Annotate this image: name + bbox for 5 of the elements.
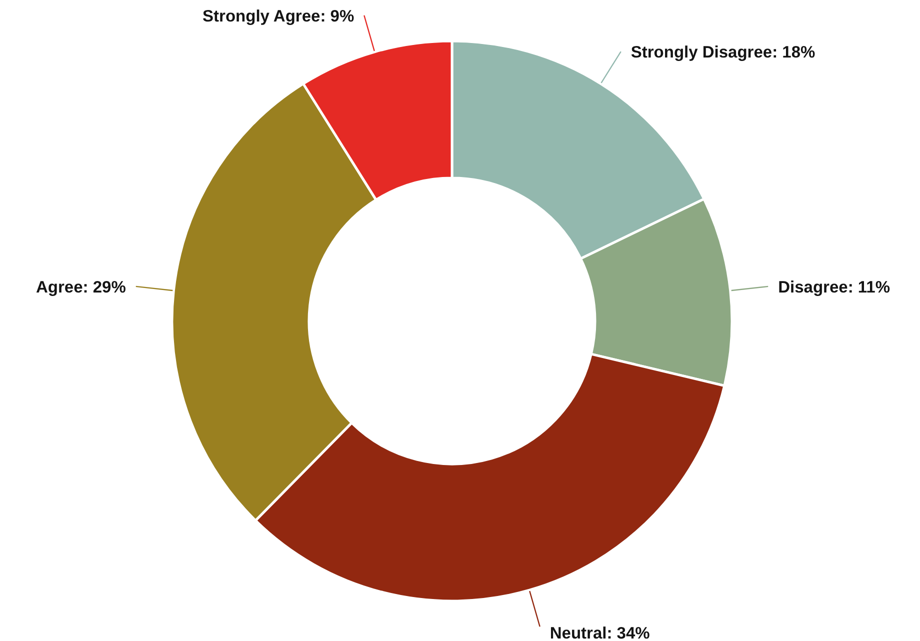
slice-label: Strongly Disagree: 18% — [630, 44, 816, 62]
slice-label: Neutral: 34% — [550, 624, 650, 641]
slice-label: Strongly Agree: 9% — [202, 7, 354, 26]
slice-label: Agree: 29% — [36, 278, 126, 296]
slice-label: Disagree: 11% — [778, 278, 890, 296]
